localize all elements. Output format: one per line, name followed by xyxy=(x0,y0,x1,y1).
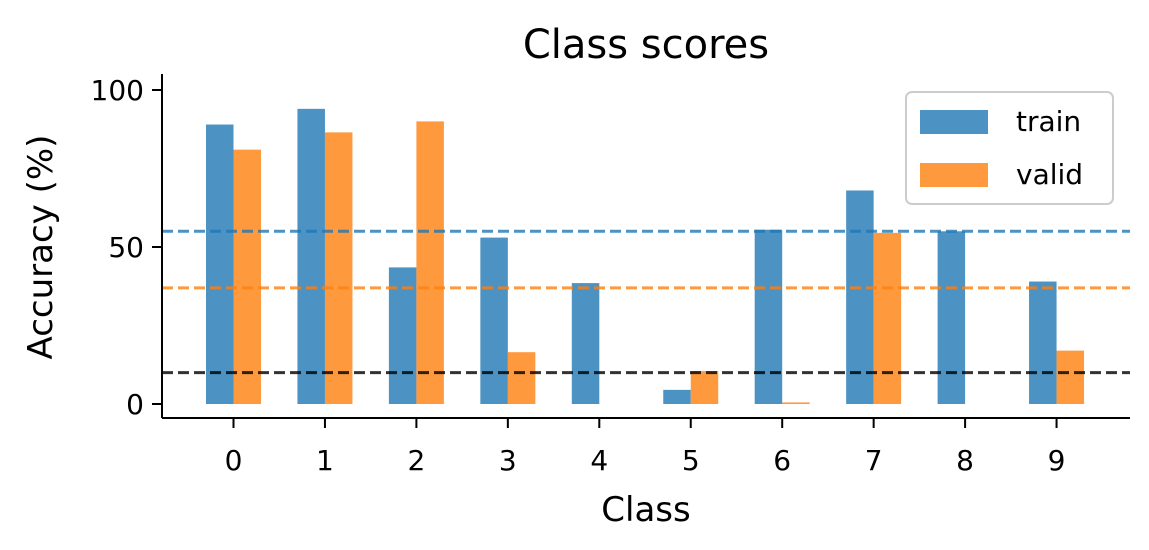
x-axis-label: Class xyxy=(601,490,690,530)
y-tick-label-0: 0 xyxy=(126,388,144,421)
y-axis-label: Accuracy (%) xyxy=(21,135,61,360)
bar-train-8 xyxy=(937,231,966,404)
bar-train-5 xyxy=(663,389,691,404)
bar-valid-0 xyxy=(233,149,261,404)
x-tick-label-2: 2 xyxy=(407,444,425,477)
bar-valid-7 xyxy=(873,232,902,404)
bar-train-3 xyxy=(480,237,508,404)
bar-valid-2 xyxy=(416,121,444,405)
plot-area: 0 50 100 0 1 2 3 4 5 6 7 8 9 xyxy=(91,74,1130,477)
bar-train-6 xyxy=(754,229,783,404)
x-tick-label-3: 3 xyxy=(499,444,517,477)
x-tick-label-0: 0 xyxy=(225,444,243,477)
bar-valid-5 xyxy=(690,371,719,404)
x-tick-label-7: 7 xyxy=(865,444,883,477)
bar-train-7 xyxy=(846,190,874,404)
x-tick-label-4: 4 xyxy=(590,444,608,477)
bar-train-4 xyxy=(571,283,600,404)
x-tick-label-6: 6 xyxy=(773,444,791,477)
legend-label-valid: valid xyxy=(1016,158,1083,191)
x-tick-label-9: 9 xyxy=(1048,444,1066,477)
bar-train-0 xyxy=(206,124,234,404)
chart-title: Class scores xyxy=(523,22,769,68)
x-tick-label-8: 8 xyxy=(956,444,974,477)
legend-swatch-train xyxy=(920,110,988,134)
bar-valid-3 xyxy=(507,352,536,404)
bar-valid-9 xyxy=(1056,350,1085,404)
bar-train-9 xyxy=(1029,281,1057,404)
bar-valid-6 xyxy=(782,402,810,404)
y-tick-label-50: 50 xyxy=(108,231,144,264)
bar-train-1 xyxy=(297,108,325,404)
bar-valid-1 xyxy=(324,132,353,404)
legend-label-train: train xyxy=(1016,105,1081,138)
legend: train valid xyxy=(905,91,1114,205)
y-tick-label-100: 100 xyxy=(91,74,144,107)
bar-train-2 xyxy=(388,267,417,404)
x-tick-label-5: 5 xyxy=(682,444,700,477)
legend-swatch-valid xyxy=(920,163,988,187)
x-tick-label-1: 1 xyxy=(316,444,334,477)
